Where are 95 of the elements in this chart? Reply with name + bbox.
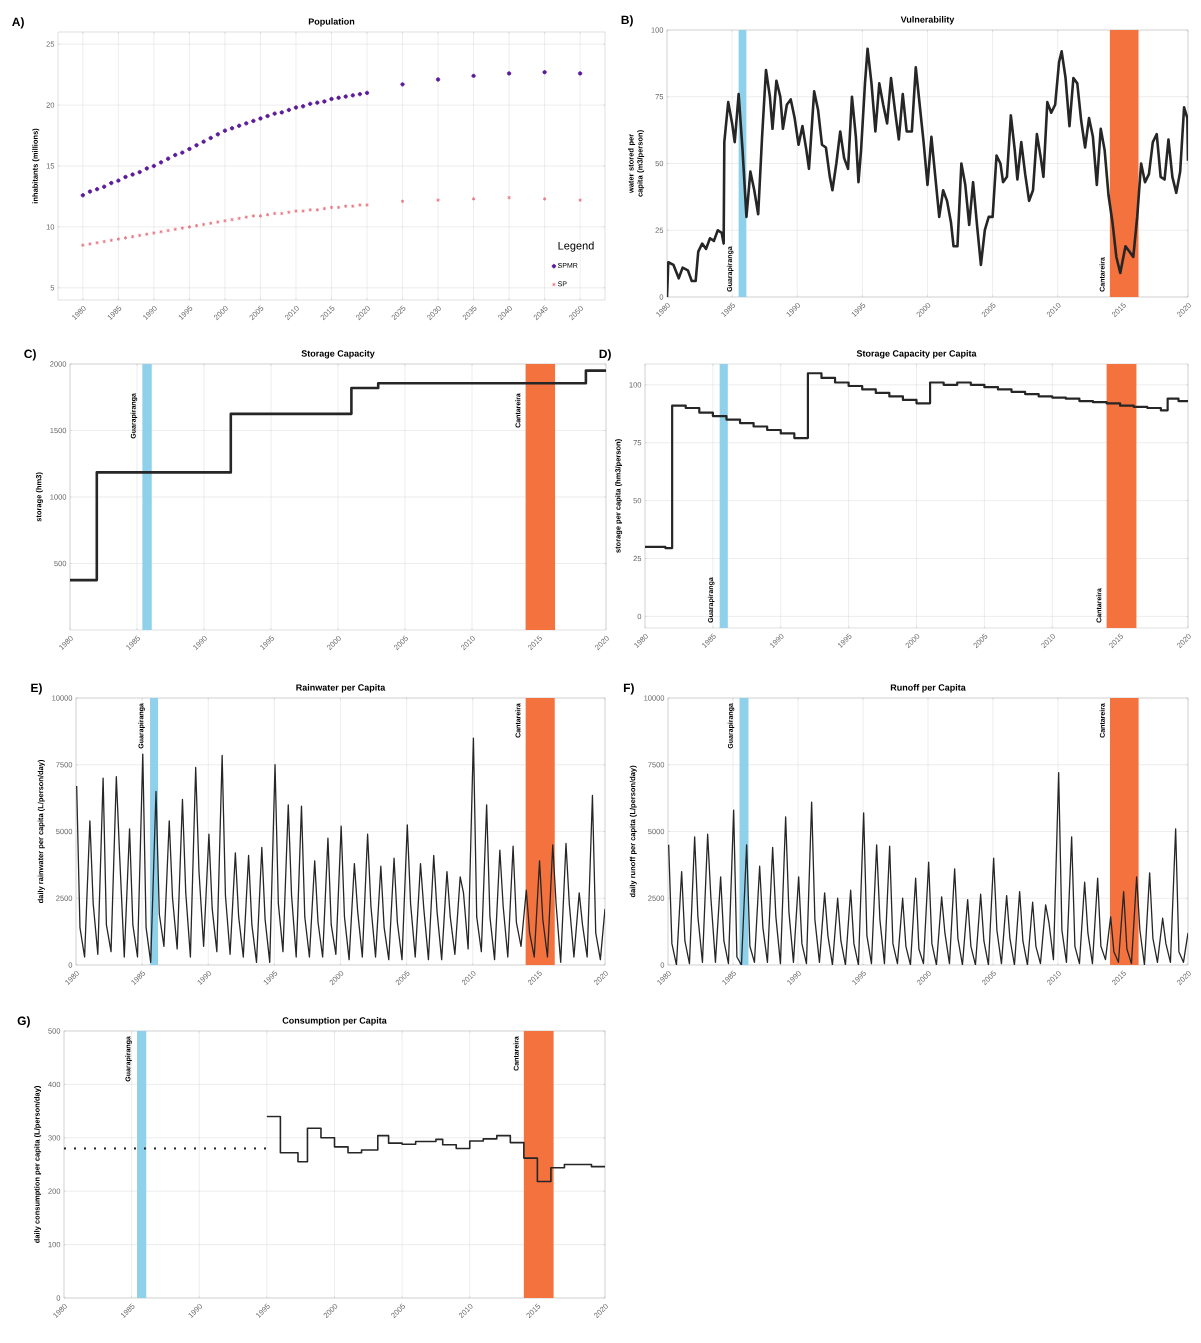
point xyxy=(223,218,227,223)
point xyxy=(365,202,369,208)
point xyxy=(436,197,440,203)
point xyxy=(578,197,583,203)
text: B) xyxy=(621,15,633,27)
point xyxy=(294,208,298,214)
point xyxy=(94,186,100,192)
point xyxy=(116,178,121,183)
point xyxy=(279,211,284,216)
line-series xyxy=(667,47,1188,297)
point xyxy=(130,234,135,239)
point xyxy=(244,121,249,126)
line-series xyxy=(668,772,1188,965)
point xyxy=(95,240,99,245)
point xyxy=(180,150,185,155)
point xyxy=(357,202,362,208)
point xyxy=(130,172,135,177)
point xyxy=(471,73,476,78)
point xyxy=(329,205,334,210)
point xyxy=(258,116,263,121)
point xyxy=(279,110,284,115)
point xyxy=(435,77,441,82)
point xyxy=(229,126,235,131)
point xyxy=(343,204,348,209)
point xyxy=(237,123,242,128)
point xyxy=(336,205,341,210)
point xyxy=(251,118,256,124)
point xyxy=(400,82,405,87)
point xyxy=(215,219,220,225)
point xyxy=(151,163,157,169)
point xyxy=(272,211,277,216)
text: D) xyxy=(599,349,611,361)
point xyxy=(88,241,92,247)
legend-title: Legend xyxy=(558,241,594,252)
point xyxy=(201,222,206,227)
point xyxy=(300,104,306,109)
chart-title: Rainwater per Capita xyxy=(296,684,386,693)
point xyxy=(137,169,142,175)
point xyxy=(194,223,199,228)
point xyxy=(471,196,476,202)
point xyxy=(315,100,320,105)
point xyxy=(159,229,163,234)
point xyxy=(329,96,334,102)
point xyxy=(542,196,547,202)
text: F) xyxy=(623,683,634,695)
point xyxy=(151,230,156,236)
point xyxy=(208,135,213,141)
point xyxy=(400,199,405,204)
point xyxy=(301,208,306,214)
point xyxy=(336,95,341,100)
point xyxy=(102,184,107,189)
text: G) xyxy=(17,1016,30,1028)
point xyxy=(364,90,370,96)
point xyxy=(187,146,192,152)
point xyxy=(158,160,164,165)
point xyxy=(165,156,171,161)
point xyxy=(265,113,270,119)
point xyxy=(80,193,86,198)
point xyxy=(80,243,85,248)
point xyxy=(194,143,199,148)
point xyxy=(350,93,355,98)
point xyxy=(350,204,355,209)
chart-title: Consumption per Capita xyxy=(282,1017,387,1026)
point xyxy=(137,233,142,238)
point xyxy=(123,174,128,180)
point xyxy=(272,111,277,116)
point xyxy=(222,128,228,133)
chart-title: Runoff per Capita xyxy=(890,684,966,693)
chart-title: Storage Capacity xyxy=(301,350,375,359)
point xyxy=(244,215,249,220)
point xyxy=(542,70,547,75)
point xyxy=(215,132,220,137)
point xyxy=(577,71,583,76)
point xyxy=(322,99,327,104)
point xyxy=(308,101,313,107)
point xyxy=(201,139,206,144)
point xyxy=(343,94,348,99)
chart-title: Population xyxy=(308,18,355,27)
point xyxy=(322,206,327,211)
text: E) xyxy=(31,683,42,695)
point xyxy=(308,207,313,212)
point xyxy=(286,107,292,113)
point xyxy=(293,105,299,110)
point xyxy=(506,71,512,76)
point xyxy=(173,152,178,158)
point xyxy=(87,189,93,194)
point xyxy=(144,166,149,171)
point xyxy=(286,210,291,215)
text: A) xyxy=(12,17,24,29)
chart-title: Storage Capacity per Capita xyxy=(856,350,977,359)
point xyxy=(109,180,114,186)
point xyxy=(357,91,363,97)
chart-title: Vulnerability xyxy=(900,16,955,25)
text: C) xyxy=(24,349,36,361)
point xyxy=(265,212,270,217)
